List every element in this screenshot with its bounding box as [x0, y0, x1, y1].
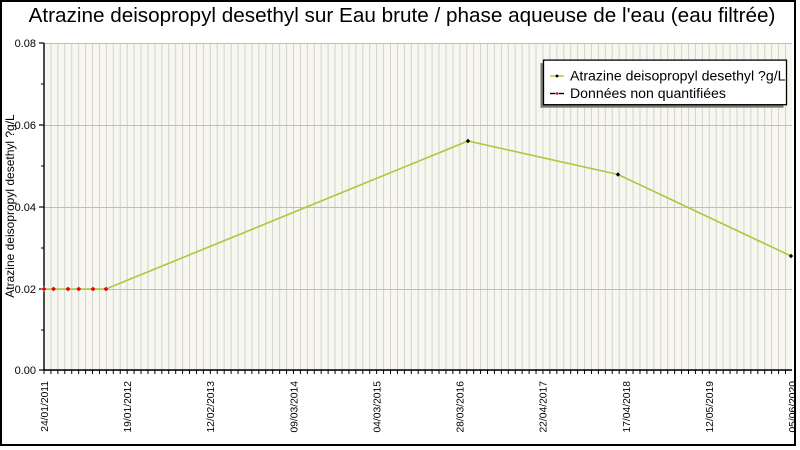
svg-text:28/03/2016: 28/03/2016	[456, 381, 467, 433]
svg-text:24/01/2011: 24/01/2011	[40, 381, 51, 432]
svg-text:05/06/2020: 05/06/2020	[788, 381, 796, 433]
svg-text:0.08: 0.08	[15, 38, 36, 50]
svg-text:17/04/2018: 17/04/2018	[622, 381, 633, 433]
svg-text:04/03/2015: 04/03/2015	[372, 381, 383, 433]
svg-text:0.06: 0.06	[15, 120, 36, 132]
svg-text:Atrazine deisopropyl desethyl: Atrazine deisopropyl desethyl sur Eau br…	[29, 4, 776, 27]
svg-text:12/05/2019: 12/05/2019	[705, 381, 716, 433]
svg-text:19/01/2012: 19/01/2012	[123, 381, 134, 433]
svg-text:0.04: 0.04	[15, 202, 36, 214]
svg-text:09/03/2014: 09/03/2014	[289, 381, 300, 433]
svg-text:12/02/2013: 12/02/2013	[206, 381, 217, 433]
svg-text:22/04/2017: 22/04/2017	[539, 381, 550, 433]
svg-text:0.02: 0.02	[15, 284, 36, 296]
svg-text:0.00: 0.00	[15, 365, 36, 377]
svg-text:Atrazine deisopropyl desethyl: Atrazine deisopropyl desethyl ?g/L	[570, 68, 786, 84]
svg-text:Données non quantifiées: Données non quantifiées	[570, 85, 726, 101]
svg-text:Atrazine deisopropyl desethyl: Atrazine deisopropyl desethyl ?g/L	[3, 114, 17, 298]
